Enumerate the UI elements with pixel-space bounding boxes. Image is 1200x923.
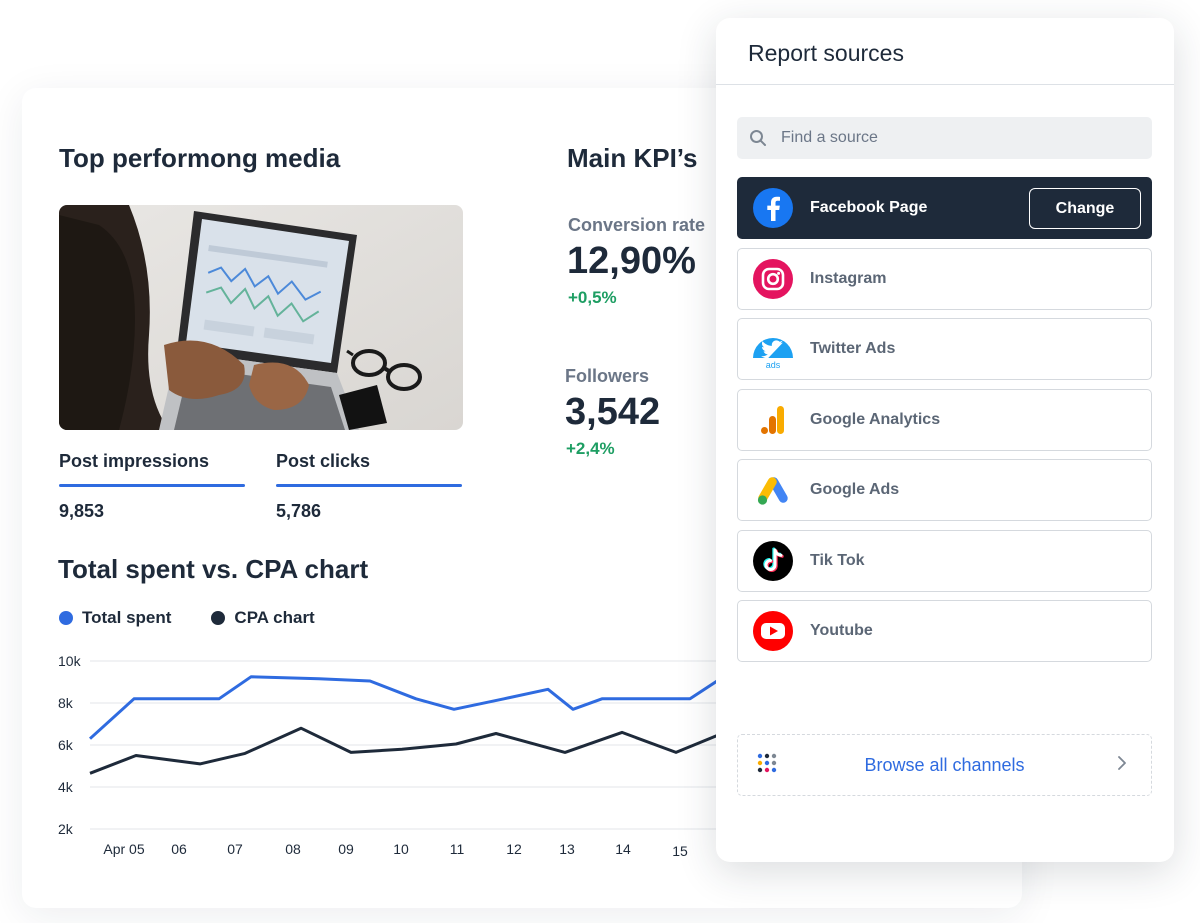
x-tick-label: 14 <box>615 841 631 857</box>
x-tick-label: 13 <box>559 841 575 857</box>
legend-cpa-chart[interactable]: CPA chart <box>211 608 315 628</box>
channels-grid-icon <box>757 753 777 773</box>
x-tick-label: 10 <box>393 841 409 857</box>
facebook-icon <box>753 188 793 228</box>
y-tick-label: 10k <box>58 653 82 669</box>
followers-label: Followers <box>565 366 650 386</box>
source-name: Google Ads <box>810 481 900 498</box>
source-instagram[interactable]: Instagram <box>737 248 1152 310</box>
source-google-ads[interactable]: Google Ads <box>737 459 1152 521</box>
conversion-rate-value: 12,90% <box>567 240 696 282</box>
followers-delta: +2,4% <box>566 439 615 458</box>
tab-underline <box>276 484 462 487</box>
post-impressions-tab[interactable]: Post impressions 9,853 <box>59 451 245 522</box>
followers-value: 3,542 <box>565 391 661 433</box>
google-analytics-icon <box>761 406 784 434</box>
source-name: Google Analytics <box>810 411 941 428</box>
tab-underline <box>59 484 245 487</box>
source-facebook-page[interactable]: Facebook Page Change <box>737 177 1152 239</box>
x-tick-label: 12 <box>506 841 522 857</box>
source-tiktok[interactable]: Tik Tok <box>737 530 1152 592</box>
source-name: Youtube <box>810 622 873 639</box>
instagram-icon <box>753 259 793 299</box>
source-name: Instagram <box>810 270 887 287</box>
source-name: Facebook Page <box>810 199 928 216</box>
tiktok-icon <box>753 541 793 581</box>
google-ads-icon <box>757 477 788 505</box>
panel-title: Report sources <box>748 40 904 66</box>
x-tick-label: 15 <box>672 843 688 859</box>
search-icon <box>750 130 766 146</box>
twitter-ads-badge: ads <box>766 360 781 370</box>
panel-divider <box>716 84 1174 85</box>
report-sources-panel: Report sources Facebook Page Change <box>716 18 1174 862</box>
x-tick-label: 06 <box>171 841 187 857</box>
source-youtube[interactable]: Youtube <box>737 600 1152 662</box>
change-button[interactable]: Change <box>1029 188 1141 229</box>
source-name: Tik Tok <box>810 552 865 569</box>
post-impressions-label: Post impressions <box>59 451 210 471</box>
legend-dot-icon <box>59 611 73 625</box>
twitter-ads-icon: ads <box>753 338 793 370</box>
x-tick-label: 07 <box>227 841 243 857</box>
x-tick-label: 09 <box>338 841 354 857</box>
source-name: Twitter Ads <box>810 340 896 357</box>
media-image[interactable] <box>59 205 463 430</box>
x-tick-label: 11 <box>450 841 465 857</box>
chevron-right-icon <box>1118 756 1126 770</box>
y-tick-label: 8k <box>58 695 74 711</box>
search-box <box>737 117 1152 159</box>
x-tick-label: 08 <box>285 841 301 857</box>
y-tick-label: 4k <box>58 779 74 795</box>
source-twitter-ads[interactable]: ads Twitter Ads <box>737 318 1152 380</box>
chart-title: Total spent vs. CPA chart <box>58 554 369 584</box>
youtube-icon <box>753 611 793 651</box>
post-clicks-value: 5,786 <box>276 501 322 521</box>
browse-all-channels-label: Browse all channels <box>864 754 1025 775</box>
source-google-analytics[interactable]: Google Analytics <box>737 389 1152 451</box>
legend-label: CPA chart <box>234 608 315 627</box>
legend-label: Total spent <box>82 608 172 627</box>
browse-all-channels-button[interactable]: Browse all channels <box>737 734 1152 796</box>
series-line-total-spent <box>88 675 722 740</box>
post-impressions-value: 9,853 <box>59 501 105 521</box>
post-clicks-label: Post clicks <box>276 451 371 471</box>
conversion-rate-delta: +0,5% <box>568 288 617 307</box>
y-tick-label: 6k <box>58 737 74 753</box>
search-input[interactable] <box>781 129 1121 147</box>
x-tick-label: Apr 05 <box>103 841 144 857</box>
legend-dot-icon <box>211 611 226 625</box>
legend-total-spent[interactable]: Total spent <box>59 608 171 628</box>
line-chart: 10k 8k 6k 4k 2k Apr 05 06 07 08 09 10 11 12 13 14 15 <box>58 653 722 859</box>
kpi-section-title: Main KPI’s <box>567 143 698 173</box>
series-line-cpa-chart <box>89 726 722 775</box>
y-tick-label: 2k <box>58 821 74 837</box>
post-clicks-tab[interactable]: Post clicks 5,786 <box>276 451 462 522</box>
chart-legend: Total spent CPA chart <box>59 608 315 628</box>
conversion-rate-label: Conversion rate <box>568 215 706 235</box>
media-section-title: Top performong media <box>59 143 341 173</box>
